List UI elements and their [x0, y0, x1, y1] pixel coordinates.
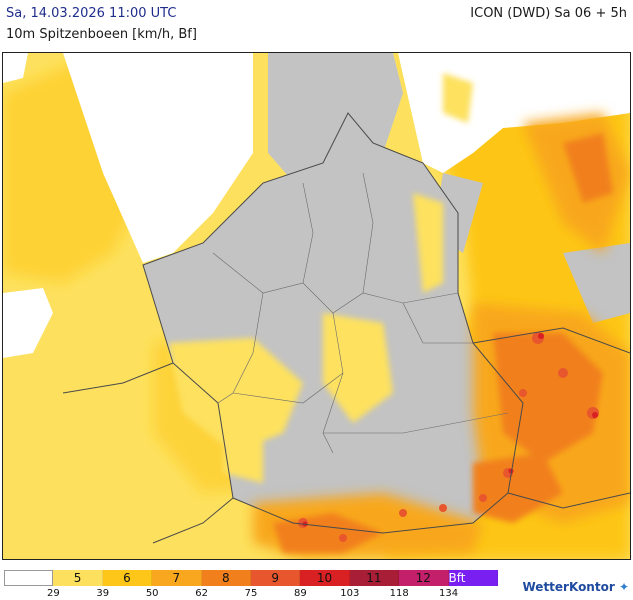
- legend-cell-calm: [4, 570, 54, 586]
- parameter-title: 10m Spitzenboeen [km/h, Bf]: [6, 27, 197, 42]
- legend-cell-Bft: Bft: [448, 570, 498, 586]
- legend-tick: 39: [96, 588, 110, 599]
- legend-cell-6: 6: [102, 570, 153, 586]
- brand-logo: WetterKontor ✦: [523, 580, 630, 594]
- danish-islands: [303, 68, 383, 128]
- state-borders: [212, 172, 509, 454]
- legend-tick: 103: [340, 588, 360, 599]
- legend-scale: 5 6 7 8 9 10 11 12 Bft: [4, 570, 498, 586]
- legend-tick: 62: [195, 588, 208, 599]
- legend-tick: 118: [389, 588, 409, 599]
- legend-tick: 89: [294, 588, 307, 599]
- legend-cell-9: 9: [250, 570, 301, 586]
- legend-kmh-ticks: 29 39 50 62 75 89 103 118 134: [4, 588, 498, 600]
- forecast-datetime: Sa, 14.03.2026 11:00 UTC: [6, 6, 177, 21]
- model-run-label: ICON (DWD) Sa 06 + 5h: [470, 6, 627, 21]
- bft8-areas: [273, 133, 613, 553]
- legend-cell-5: 5: [53, 570, 103, 586]
- legend-tick: 50: [145, 588, 159, 599]
- legend-cell-8: 8: [201, 570, 251, 586]
- legend-tick: 134: [439, 588, 459, 599]
- legend-cell-10: 10: [300, 570, 350, 586]
- brand-logo-icon: ✦: [618, 580, 629, 594]
- legend-tick: 75: [244, 588, 258, 599]
- legend-cell-7: 7: [152, 570, 202, 586]
- legend-cell-12: 12: [399, 570, 449, 586]
- bft5-patches: [168, 73, 473, 483]
- brand-name: WetterKontor: [522, 580, 615, 594]
- wind-gust-map[interactable]: [2, 52, 631, 560]
- legend-cell-11: 11: [349, 570, 400, 586]
- legend-tick: 29: [47, 588, 60, 599]
- country-borders: [62, 112, 630, 544]
